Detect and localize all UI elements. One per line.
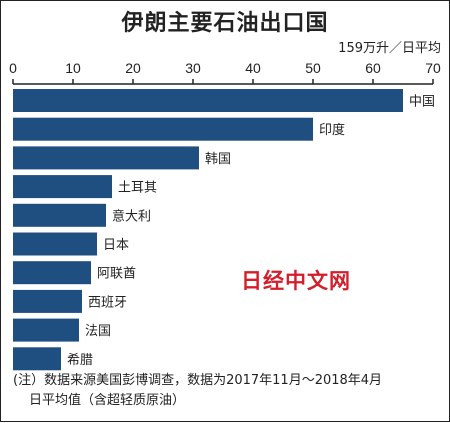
- category-label: 日本: [103, 238, 129, 253]
- category-label: 意大利: [112, 208, 151, 224]
- category-label: 阿联酋: [97, 266, 136, 282]
- bar: [13, 347, 61, 371]
- watermark-logo: 日经中文网: [241, 269, 351, 293]
- bar: [13, 261, 91, 285]
- x-tick-label: 60: [365, 60, 381, 76]
- x-tick-label: 20: [125, 60, 141, 76]
- source-note-line1: (注）数据来源美国彭博调查，数据为2017年11月～2018年4月: [13, 373, 383, 388]
- x-tick-label: 70: [425, 60, 441, 76]
- x-tick-label: 0: [9, 60, 17, 76]
- unit-label: 159万升／日平均: [338, 41, 441, 56]
- category-label: 中国: [409, 95, 435, 110]
- bar: [13, 175, 112, 199]
- bar: [13, 117, 313, 141]
- chart-title: 伊朗主要石油出口国: [121, 11, 329, 36]
- bar: [13, 89, 403, 112]
- category-label: 法国: [85, 324, 111, 339]
- bar: [13, 232, 97, 256]
- bar: [13, 289, 82, 313]
- bar: [13, 203, 106, 227]
- x-tick-label: 10: [65, 60, 81, 76]
- bar: [13, 318, 79, 342]
- bar: [13, 146, 199, 170]
- x-tick-label: 50: [305, 60, 321, 76]
- category-label: 西班牙: [88, 295, 127, 310]
- category-label: 希腊: [67, 353, 93, 368]
- category-label: 土耳其: [118, 181, 157, 196]
- source-note-line2: 日平均值（含超轻质原油）: [29, 393, 186, 408]
- category-label: 韩国: [205, 152, 231, 167]
- category-label: 印度: [319, 122, 345, 138]
- x-tick-label: 40: [245, 60, 261, 76]
- source-note: (注）数据来源美国彭博调查，数据为2017年11月～2018年4月 日平均值（含…: [13, 371, 382, 411]
- x-tick-label: 30: [185, 60, 201, 76]
